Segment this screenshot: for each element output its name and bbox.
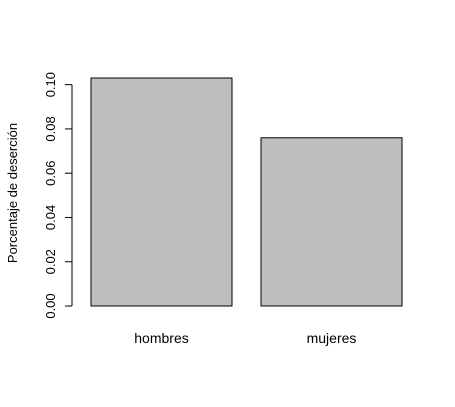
bar-hombres: [90, 77, 233, 307]
y-axis-ticks: 0.00 0.02 0.04 0.06 0.08 0.10: [43, 72, 72, 319]
y-tick-label: 0.00: [43, 293, 58, 318]
x-axis-labels: hombres mujeres: [134, 330, 356, 346]
x-tick-label-mujeres: mujeres: [307, 330, 357, 346]
y-tick-label: 0.02: [43, 249, 58, 274]
y-tick-label: 0.08: [43, 116, 58, 141]
y-tick-label: 0.06: [43, 161, 58, 186]
bars-group: [90, 77, 403, 307]
y-tick-label: 0.04: [43, 205, 58, 230]
bar-mujeres: [260, 137, 403, 307]
x-tick-label-hombres: hombres: [134, 330, 188, 346]
y-axis-label: Porcentaje de deserción: [5, 123, 20, 263]
y-tick-label: 0.10: [43, 72, 58, 97]
